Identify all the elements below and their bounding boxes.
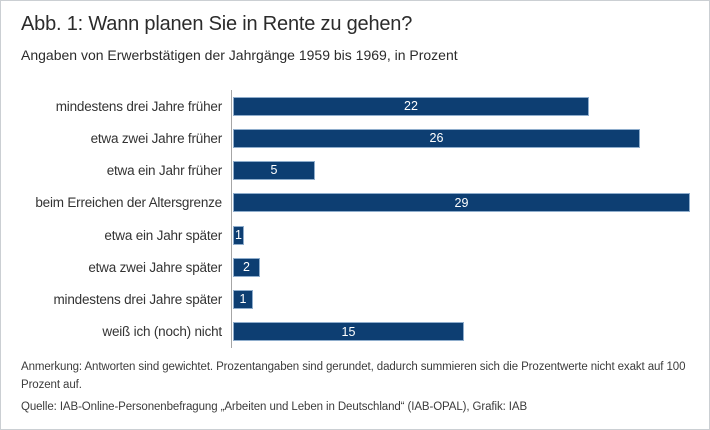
chart-row: beim Erreichen der Altersgrenze 29 [1, 187, 709, 219]
bar: 1 [233, 290, 253, 310]
bar-track: 26 [232, 128, 709, 148]
bar-value-label: 1 [239, 292, 247, 307]
chart-row: etwa zwei Jahre später 2 [1, 251, 709, 283]
chart-row: etwa zwei Jahre früher 26 [1, 122, 709, 154]
bar-track: 29 [232, 193, 709, 213]
bar-value-label: 29 [454, 195, 469, 210]
bar-value-label: 1 [235, 227, 242, 242]
bar-track: 1 [232, 225, 709, 245]
bar: 5 [233, 161, 315, 181]
bar: 2 [233, 257, 260, 277]
chart-row: etwa ein Jahr später 1 [1, 219, 709, 251]
bar: 22 [233, 96, 589, 116]
category-label: etwa zwei Jahre später [88, 259, 222, 275]
bar-track: 1 [232, 290, 709, 310]
category-label: mindestens drei Jahre früher [55, 98, 222, 114]
category-label: beim Erreichen der Altersgrenze [35, 195, 222, 211]
bar-track: 15 [232, 322, 709, 342]
footnote-source: Quelle: IAB-Online-Personenbefragung „Ar… [21, 400, 528, 413]
chart-row: mindestens drei Jahre früher 22 [1, 90, 709, 122]
bar: 26 [233, 128, 640, 148]
bar: 1 [233, 225, 244, 245]
bar-value-label: 15 [341, 324, 356, 339]
chart-row: mindestens drei Jahre später 1 [1, 284, 709, 316]
category-label: mindestens drei Jahre später [53, 292, 223, 308]
figure-title: Abb. 1: Wann planen Sie in Rente zu gehe… [21, 13, 413, 35]
bar: 29 [233, 193, 690, 213]
bar-track: 22 [232, 96, 709, 116]
category-label: etwa ein Jahr früher [106, 163, 223, 179]
bar-track: 2 [232, 257, 709, 277]
category-label: weiß ich (noch) nicht [102, 324, 222, 340]
chart-rows: mindestens drei Jahre früher 22 etwa zwei … [1, 90, 709, 348]
figure-subtitle: Angaben von Erwerbstätigen der Jahrgänge… [21, 47, 458, 63]
chart-row: weiß ich (noch) nicht 15 [1, 316, 709, 348]
bar-value-label: 2 [243, 260, 250, 275]
category-label: etwa ein Jahr später [104, 227, 222, 243]
bar-track: 5 [232, 161, 709, 181]
bar-chart: mindestens drei Jahre früher 22 etwa zwei … [1, 90, 709, 348]
footnote-note: Anmerkung: Antworten sind gewichtet. Pro… [21, 361, 686, 391]
bar-value-label: 5 [270, 163, 278, 178]
category-label: etwa zwei Jahre früher [90, 130, 223, 146]
bar: 15 [233, 322, 464, 342]
chart-row: etwa ein Jahr früher 5 [1, 155, 709, 187]
y-axis-line [231, 90, 232, 348]
bar-value-label: 26 [429, 131, 444, 146]
bar-value-label: 22 [404, 98, 418, 113]
figure-footer: Anmerkung: Antworten sind gewichtet. Pro… [21, 359, 693, 416]
